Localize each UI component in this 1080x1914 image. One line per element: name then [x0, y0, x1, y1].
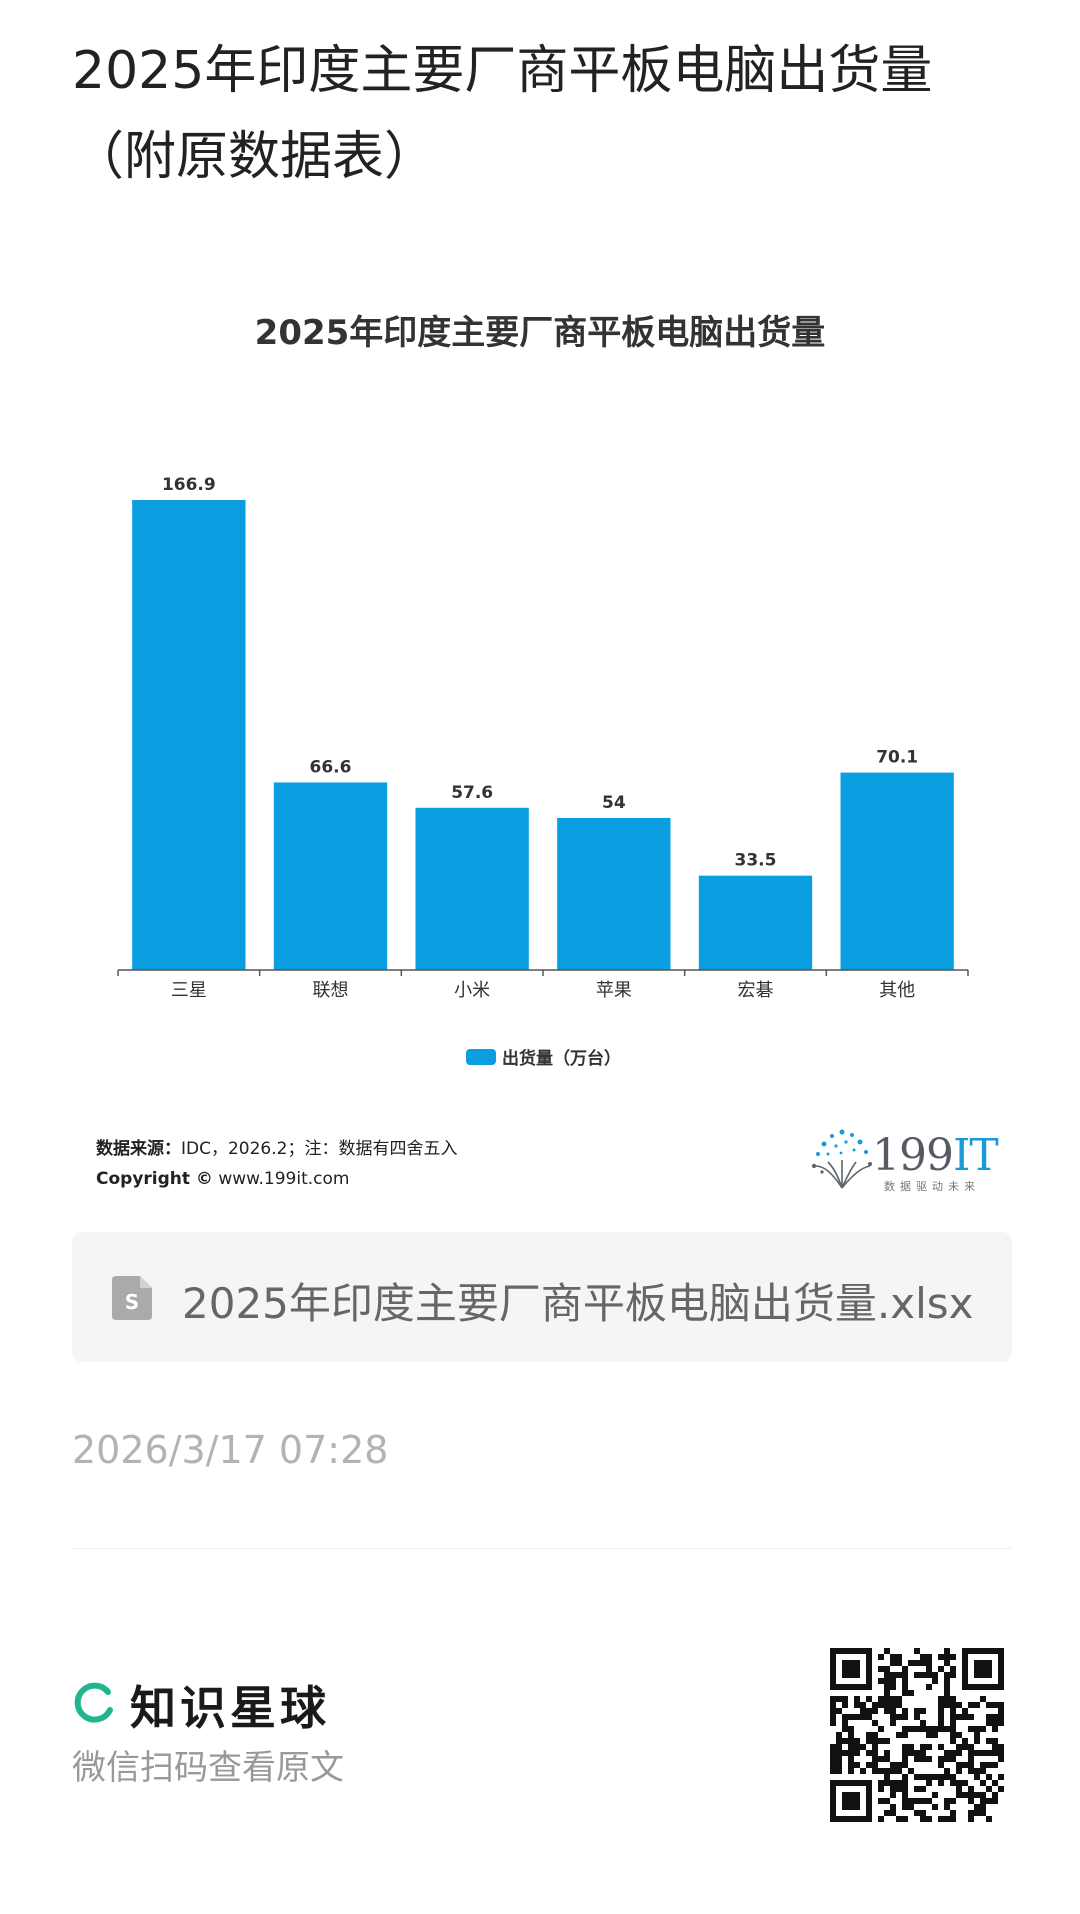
x-tick-label: 联想: [313, 980, 349, 1001]
data-label: 70.1: [876, 748, 918, 768]
data-label: 166.9: [162, 475, 216, 495]
post-timestamp: 2026/3/17 07:28: [72, 1428, 389, 1472]
bar-联想: [273, 782, 388, 970]
brand-slogan: 数据驱动未来: [884, 1180, 980, 1193]
page-title: 2025年印度主要厂商平板电脑出货量（附原数据表）: [72, 41, 933, 187]
source-block: 数据来源：IDC，2026.2；注：数据有四舍五入 Copyright © ww…: [96, 1134, 457, 1194]
brand-name: 199IT: [872, 1130, 999, 1181]
source-label: 数据来源：: [96, 1139, 181, 1159]
bar-小米: [415, 807, 529, 970]
bar-三星: [132, 500, 246, 970]
bar-其他: [840, 772, 954, 970]
copyright-line: Copyright © www.199it.com: [96, 1164, 457, 1194]
attachment-card[interactable]: S 2025年印度主要厂商平板电脑出货量.xlsx: [72, 1232, 1012, 1362]
x-tick-label: 宏碁: [738, 980, 774, 1001]
data-label: 54: [602, 793, 626, 813]
legend-swatch: [466, 1049, 496, 1065]
brand-number: 199: [872, 1130, 954, 1181]
x-tick-label: 小米: [454, 980, 490, 1001]
copyright-label: Copyright ©: [96, 1169, 213, 1189]
bar-宏碁: [698, 875, 813, 970]
data-label: 57.6: [451, 783, 493, 803]
zsxq-logo-icon: [74, 1682, 113, 1723]
attachment-filename: 2025年印度主要厂商平板电脑出货量.xlsx: [182, 1279, 974, 1328]
svg-text:S: S: [125, 1290, 139, 1314]
qr-code[interactable]: [830, 1648, 1004, 1822]
spreadsheet-file-icon: S: [112, 1276, 152, 1320]
legend-label: 出货量（万台）: [502, 1048, 621, 1069]
data-label: 66.6: [310, 757, 352, 777]
bar-苹果: [557, 817, 671, 970]
bar-chart: 2025年印度主要厂商平板电脑出货量 166.9 三星 66.6 联想 57.6 小米 54 苹…: [117, 313, 969, 1069]
x-tick-label: 三星: [171, 980, 207, 1001]
copyright-text: www.199it.com: [218, 1169, 350, 1189]
data-label: 33.5: [735, 851, 777, 871]
source-text: IDC，2026.2；注：数据有四舍五入: [181, 1139, 458, 1159]
scan-hint: 微信扫码查看原文: [72, 1748, 344, 1788]
source-line: 数据来源：IDC，2026.2；注：数据有四舍五入: [96, 1134, 457, 1164]
brand-logo: 199IT 数据驱动未来: [808, 1126, 1008, 1196]
app-name: 知识星球: [130, 1681, 330, 1735]
brand-suffix: IT: [952, 1130, 999, 1181]
dandelion-logo-icon: [811, 1129, 872, 1189]
chart-image: 2025年印度主要厂商平板电脑出货量 166.9 三星 66.6 联想 57.6 小米 54 苹…: [72, 290, 1008, 1230]
chart-title: 2025年印度主要厂商平板电脑出货量: [255, 313, 826, 353]
x-tick-label: 其他: [879, 980, 915, 1001]
x-tick-label: 苹果: [596, 980, 632, 1001]
divider: [72, 1548, 1012, 1549]
